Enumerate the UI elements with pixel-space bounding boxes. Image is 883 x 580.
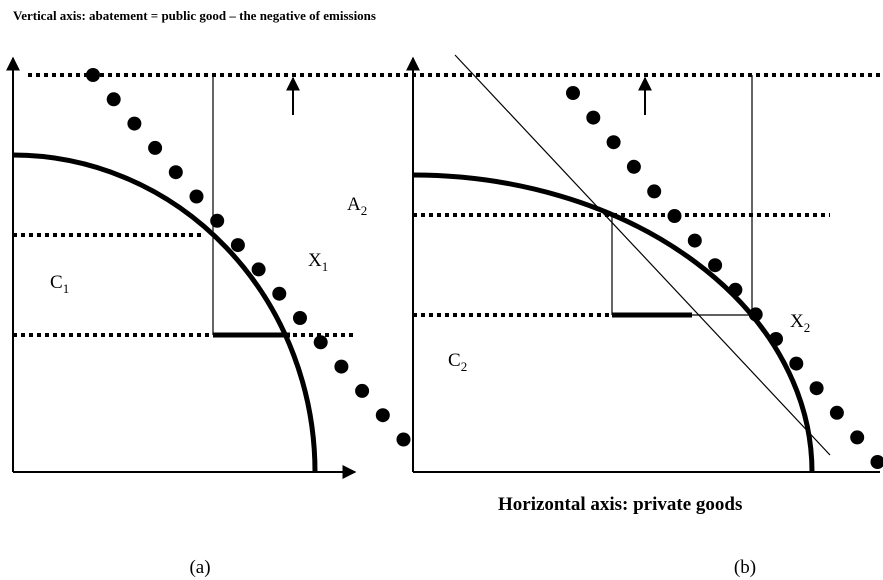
- label: A2: [347, 194, 367, 218]
- dot: [334, 359, 349, 374]
- dot: [647, 184, 662, 199]
- dotted-curve: [86, 68, 411, 447]
- dot: [566, 86, 580, 100]
- dot: [355, 383, 370, 398]
- dot: [606, 135, 621, 150]
- x-axis-label: Horizontal axis: private goods: [498, 494, 742, 515]
- dot: [272, 286, 287, 301]
- panel-a: [5, 56, 411, 479]
- dot: [189, 189, 204, 204]
- dot: [626, 159, 641, 174]
- label-sub: 2: [361, 203, 368, 218]
- dot: [148, 140, 163, 155]
- dot: [375, 408, 390, 423]
- frontier-curve: [12, 152, 318, 473]
- label: X1: [308, 250, 328, 274]
- dot: [293, 311, 307, 325]
- dot: [313, 335, 328, 350]
- dot: [667, 209, 682, 223]
- label-sub: 2: [461, 359, 468, 374]
- dotted-curve: [566, 86, 883, 469]
- label-text: X: [308, 250, 322, 271]
- dot: [168, 165, 183, 180]
- label-sub: 2: [804, 320, 811, 335]
- dot: [687, 233, 702, 248]
- title: Vertical axis: abatement = public good –…: [13, 8, 376, 23]
- dot: [106, 92, 121, 107]
- dot: [789, 356, 804, 371]
- dot: [251, 262, 266, 277]
- dot: [870, 455, 883, 469]
- dot: [708, 258, 723, 273]
- dot: [829, 405, 844, 420]
- dot: [850, 430, 865, 445]
- dot: [586, 110, 601, 125]
- dot: [769, 332, 783, 346]
- label-text: A: [347, 194, 361, 215]
- dot: [809, 381, 824, 396]
- panel-b: [406, 54, 883, 473]
- dot: [127, 116, 142, 131]
- dot: [230, 238, 245, 253]
- label-text: C: [448, 350, 461, 371]
- dot: [86, 68, 100, 82]
- label-text: C: [50, 272, 63, 293]
- label: X2: [790, 311, 810, 335]
- panel-label: (a): [189, 557, 210, 578]
- dot: [728, 282, 743, 297]
- dot: [210, 213, 225, 228]
- label-sub: 1: [63, 281, 70, 296]
- frontier-curve: [412, 172, 815, 473]
- label: C2: [448, 350, 467, 374]
- diagonal-line: [454, 54, 831, 456]
- label-text: X: [790, 311, 804, 332]
- label: C1: [50, 272, 69, 296]
- panel-label: (b): [734, 557, 756, 578]
- label-sub: 1: [322, 259, 329, 274]
- dot: [396, 432, 411, 447]
- dot: [748, 307, 763, 322]
